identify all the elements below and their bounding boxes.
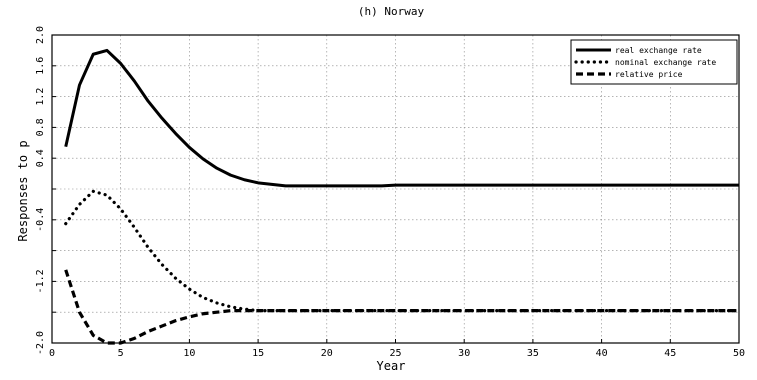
- x-tick-label: 45: [664, 348, 676, 359]
- y-tick-label: 0.8: [35, 118, 46, 136]
- series-line-solid: [64, 48, 739, 188]
- series-line-dashed: [64, 269, 739, 345]
- y-tick-label: 1.6: [35, 57, 46, 75]
- legend: real exchange rate nominal exchange rate r…: [570, 39, 738, 85]
- y-tick-label: -1.2: [35, 269, 46, 293]
- x-tick-label: 30: [458, 348, 470, 359]
- x-tick-label: 25: [389, 348, 401, 359]
- x-tick-label: 10: [183, 348, 195, 359]
- y-axis-label: Responses to p: [16, 140, 30, 241]
- x-axis-label: Year: [377, 359, 406, 373]
- legend-label: nominal exchange rate: [615, 58, 716, 67]
- legend-label: relative price: [615, 70, 683, 79]
- x-tick-label: 40: [596, 348, 608, 359]
- y-tick-label: 0.4: [35, 149, 46, 167]
- y-tick-label: 2.0: [35, 26, 46, 44]
- legend-box: [570, 39, 738, 85]
- x-tick-label: 35: [527, 348, 539, 359]
- series-group: [64, 48, 741, 345]
- axis-ticks: 0 5 10 15 20 25 30 35 40 45 50 -2.0 -1.2 -0.4 0.4 0.8 1.…: [35, 26, 745, 359]
- y-tick-label: -0.4: [35, 208, 46, 232]
- series-line-dotted: [64, 189, 741, 313]
- y-tick-label: -2.0: [35, 331, 46, 355]
- legend-label: real exchange rate: [615, 46, 702, 55]
- x-tick-label: 5: [118, 348, 124, 359]
- x-tick-label: 20: [321, 348, 333, 359]
- x-tick-label: 0: [49, 348, 55, 359]
- x-tick-label: 50: [733, 348, 745, 359]
- chart-title: (h) Norway: [358, 5, 425, 18]
- x-tick-label: 15: [252, 348, 264, 359]
- y-tick-label: 1.2: [35, 88, 46, 106]
